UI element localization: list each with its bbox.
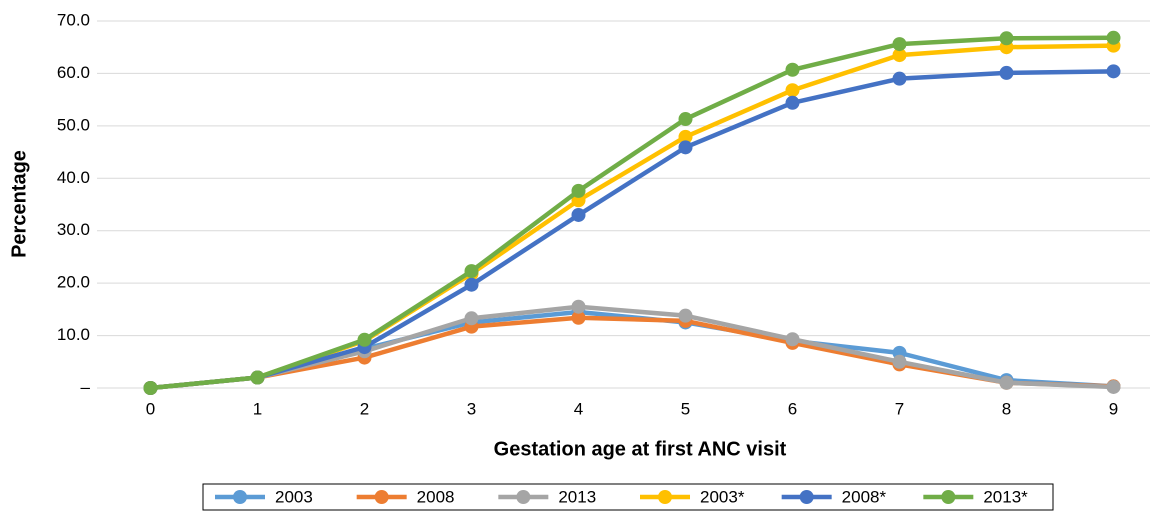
data-point [892,48,907,63]
data-point [678,129,693,144]
series-line [150,35,1114,391]
legend-label: 2003* [700,487,745,506]
data-point [785,83,800,98]
y-tick-label: 40.0 [57,168,90,187]
x-tick-label: 6 [788,399,797,418]
x-tick-label: 8 [1002,399,1011,418]
x-axis-title: Gestation age at first ANC visit [494,438,787,460]
data-point [143,381,158,395]
data-point [785,62,800,77]
legend-marker [658,490,672,504]
y-tick-label: 60.0 [57,63,90,82]
x-tick-label: 2 [360,399,369,418]
legend-label: 2003 [275,487,313,506]
data-point [571,207,586,222]
legend-label: 2013* [983,487,1028,506]
legend-marker [233,490,247,504]
data-point [1106,64,1121,79]
data-point [571,299,586,314]
data-point [999,375,1014,390]
data-point [785,95,800,110]
legend-marker [799,490,814,504]
series-line [150,43,1114,391]
data-point [1106,30,1121,45]
data-point [464,311,479,326]
data-point [464,264,479,279]
y-tick-label: – [81,377,91,396]
legend-label: 2008 [417,487,455,506]
x-tick-label: 4 [574,399,583,418]
x-tick-label: 0 [146,399,155,418]
data-point [250,370,265,385]
data-point [1106,379,1121,394]
data-point [571,310,586,325]
data-point [678,308,693,323]
data-point [999,65,1014,80]
legend-marker [516,490,531,504]
y-tick-label: 20.0 [57,273,90,292]
series-line [150,69,1114,391]
x-tick-label: 3 [467,399,476,418]
legend-marker [941,490,956,504]
data-point [892,354,907,369]
y-tick-label: 50.0 [57,115,90,134]
x-tick-label: 5 [681,399,690,418]
data-point [678,112,693,127]
data-point [892,37,907,52]
y-tick-label: 70.0 [57,10,90,29]
x-tick-label: 7 [895,399,904,418]
legend-label: 2013 [558,487,596,506]
data-point [785,332,800,347]
data-point [892,71,907,86]
legend-marker [374,490,389,504]
legend-box [202,483,1054,511]
y-axis-title: Percentage [8,150,30,258]
y-tick-label: 30.0 [57,220,90,239]
data-point [678,140,693,155]
legend-label: 2008* [842,487,887,506]
x-tick-label: 9 [1109,399,1118,418]
data-point [571,183,586,198]
data-point [357,332,372,347]
x-tick-label: 1 [253,399,262,418]
y-tick-label: 10.0 [57,325,90,344]
data-point [999,31,1014,46]
data-point [464,277,479,292]
